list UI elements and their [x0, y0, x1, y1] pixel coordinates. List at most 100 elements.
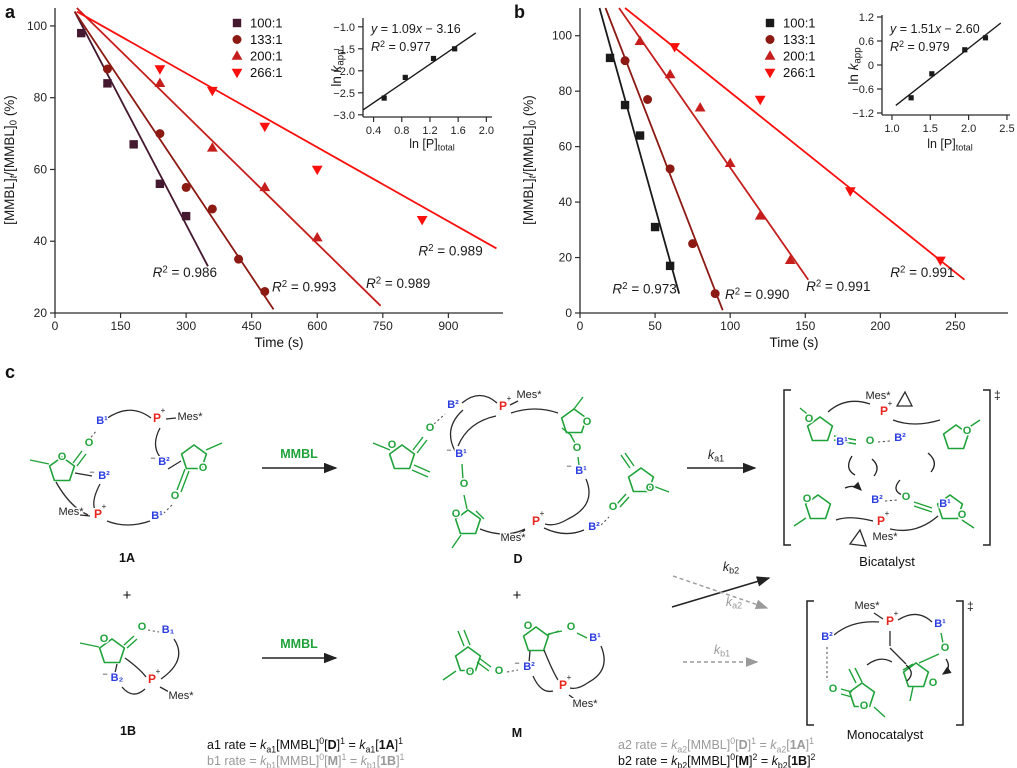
- data-point: [765, 35, 775, 44]
- data-point: [416, 216, 428, 226]
- data-point: [935, 256, 946, 267]
- data-point: [669, 43, 681, 53]
- atom-label-O: O: [963, 425, 972, 437]
- y-axis-title: ln kapp: [329, 49, 347, 86]
- monocatalyst-label: Monocatalyst: [847, 727, 924, 742]
- mmbl-arrow-bottom: MMBL: [262, 637, 338, 664]
- atom-label-P: P: [532, 514, 540, 528]
- mmbl-arrow-top: MMBL: [262, 447, 338, 474]
- inset-equation: y = 1.09x − 3.16: [370, 22, 461, 36]
- data-point: [643, 95, 653, 104]
- coordination-bond: [147, 629, 160, 633]
- y-tick-label: 80: [559, 84, 573, 98]
- atom-label-O: O: [958, 509, 967, 521]
- data-point: [620, 56, 630, 66]
- x-axis-title: Time (s): [770, 335, 819, 350]
- x-tick-label: 300: [176, 319, 196, 333]
- enol-bond: [546, 630, 563, 636]
- y-tick-label: −2.5: [333, 88, 355, 100]
- enol-O-bond: [576, 632, 588, 639]
- x-tick-label: 0: [52, 319, 59, 333]
- x-axis-title: ln [P]total: [409, 137, 455, 153]
- data-point: [764, 68, 776, 79]
- r2-annotation: R2 = 0.986: [153, 265, 217, 280]
- methyl-bond: [79, 642, 100, 648]
- atom-label-O: O: [573, 442, 582, 454]
- y-tick-label: 0.6: [859, 36, 874, 48]
- x-tick-label: 600: [307, 319, 327, 333]
- atom-label-O: O: [58, 451, 67, 463]
- rate-arrows: ka1 kb2 ka2 kb1: [671, 448, 771, 667]
- panel-c-label: c: [5, 362, 16, 382]
- charge-minus: −: [514, 658, 519, 668]
- methyl-bond: [29, 459, 50, 465]
- x-tick-label: 1.0: [884, 123, 899, 135]
- y-tick-label: −1.5: [333, 44, 355, 56]
- chart-panel-b-inset: 1.0 1.5 2.0 2.5 1.2 0.6 0 −0.6 −1.2 ln [P]total ln…: [846, 12, 1015, 153]
- mes-label: Mes*: [168, 690, 194, 702]
- atom-label-O: O: [100, 633, 109, 645]
- ring-bonds: [442, 629, 492, 681]
- data-point: [765, 18, 775, 28]
- r2-annotation: R2 = 0.989: [418, 243, 482, 258]
- kb1-label: kb1: [714, 643, 730, 659]
- data-point: [688, 239, 698, 249]
- r2-annotation: R2 = 0.973: [612, 281, 676, 296]
- methylene-bond: [411, 464, 431, 478]
- mes-label: Mes*: [872, 531, 898, 543]
- atom-label-B1: B¹: [455, 448, 467, 460]
- legend-label: 133:1: [250, 32, 283, 47]
- data-point: [129, 140, 138, 149]
- atom-label-O: O: [646, 482, 655, 494]
- data-point: [103, 79, 112, 88]
- inset-equation: R2 = 0.979: [890, 39, 950, 54]
- series-100:1: [77, 28, 191, 221]
- electron-flow-arrows: [844, 452, 935, 495]
- atom-label-B2: B²: [158, 456, 170, 468]
- data-point: [754, 210, 766, 220]
- data-point: [260, 286, 270, 296]
- data-point: [259, 122, 271, 133]
- charge-minus: −: [102, 669, 107, 679]
- atom-label-O: O: [426, 422, 435, 434]
- carbonyl-bond: [412, 436, 428, 454]
- atom-label-B2: B²: [588, 521, 600, 533]
- data-point: [259, 181, 271, 192]
- y-axis-title: [MMBL]t/[MMBL]0 (%): [521, 95, 539, 225]
- atom-label-P: P: [877, 514, 885, 528]
- species-label-D: D: [513, 552, 522, 566]
- atom-label-O: O: [466, 666, 475, 678]
- data-point: [665, 261, 675, 271]
- data-point: [102, 64, 112, 74]
- atom-label-B1: B¹: [589, 632, 601, 644]
- atom-label-B1: B₁: [162, 624, 175, 636]
- coordination-bond: [877, 440, 898, 502]
- tether-chain: [528, 645, 605, 702]
- mes-label: Mes*: [854, 600, 880, 612]
- x-tick-label: 200: [870, 319, 890, 333]
- y-tick-label: 80: [34, 91, 48, 105]
- plus-sign: +: [513, 587, 522, 604]
- series-133:1: [102, 64, 270, 296]
- x-tick-label: 1.5: [923, 123, 938, 135]
- legend-label: 100:1: [250, 16, 283, 31]
- atom-label-O: O: [452, 508, 461, 520]
- atom-label-B1: B¹: [96, 415, 108, 427]
- y-tick-label: 1.2: [859, 12, 874, 24]
- panel-b-label: b: [514, 2, 525, 22]
- structure-1B: O O B₁ B₂ − P + Mes* 1B: [79, 620, 196, 738]
- atom-label-P: P: [148, 672, 156, 686]
- ring-bonds: [616, 452, 670, 508]
- data-point: [311, 165, 323, 176]
- atom-label-O: O: [199, 462, 208, 474]
- y-tick-label: 40: [559, 195, 573, 209]
- r2-annotation: R2 = 0.989: [366, 275, 430, 290]
- double-dagger: ‡: [994, 388, 1001, 402]
- bracket-right: [956, 600, 964, 726]
- electron-flow-arrows: [866, 658, 948, 681]
- x-tick-label: 2.0: [479, 125, 494, 137]
- atom-label-P: P: [499, 399, 507, 413]
- mes-label: Mes*: [500, 532, 526, 544]
- data-point: [664, 68, 676, 79]
